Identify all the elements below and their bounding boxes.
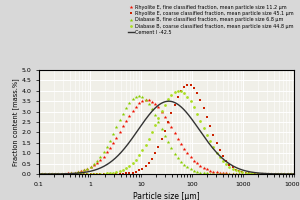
Diabase B, fine classified fraction, mean particle size 6.8 µm xyxy=(153,114,157,117)
Diabase B, fine classified fraction, mean particle size 6.8 µm xyxy=(192,170,196,172)
Rhyolite E, coarse classified fraction, mean particle size 45.1 µm xyxy=(186,83,189,86)
Cement I -42.5 xyxy=(135,131,139,133)
Diabase B, coarse classified fraction, mean particle size 44.8 µm xyxy=(195,112,199,115)
Line: Diabase B, coarse classified fraction, mean particle size 44.8 µm: Diabase B, coarse classified fraction, m… xyxy=(38,89,296,175)
Rhyolite E, fine classified fraction, mean particle size 11.2 µm xyxy=(266,173,270,175)
Cement I -42.5 xyxy=(66,172,70,175)
Diabase B, fine classified fraction, mean particle size 6.8 µm xyxy=(137,95,141,97)
Rhyolite E, fine classified fraction, mean particle size 11.2 µm xyxy=(205,168,208,171)
Diabase B, coarse classified fraction, mean particle size 44.8 µm xyxy=(215,151,218,154)
Diabase B, coarse classified fraction, mean particle size 44.8 µm xyxy=(150,131,154,133)
Diabase B, coarse classified fraction, mean particle size 44.8 µm xyxy=(292,173,296,175)
Rhyolite E, fine classified fraction, mean particle size 11.2 µm xyxy=(192,159,196,162)
Diabase B, fine classified fraction, mean particle size 6.8 µm xyxy=(215,173,218,175)
Rhyolite E, fine classified fraction, mean particle size 11.2 µm xyxy=(37,173,41,175)
Rhyolite E, coarse classified fraction, mean particle size 45.1 µm xyxy=(266,173,270,175)
Cement I -42.5 xyxy=(37,173,41,175)
Rhyolite E, coarse classified fraction, mean particle size 45.1 µm xyxy=(192,87,196,89)
X-axis label: Particle size [µm]: Particle size [µm] xyxy=(133,192,200,200)
Y-axis label: Fraction content [mass.%]: Fraction content [mass.%] xyxy=(12,78,19,166)
Rhyolite E, fine classified fraction, mean particle size 11.2 µm xyxy=(215,171,218,173)
Diabase B, coarse classified fraction, mean particle size 44.8 µm xyxy=(37,173,41,175)
Diabase B, fine classified fraction, mean particle size 6.8 µm xyxy=(266,173,270,175)
Cement I -42.5 xyxy=(81,171,85,174)
Rhyolite E, fine classified fraction, mean particle size 11.2 µm xyxy=(144,99,147,101)
Diabase B, coarse classified fraction, mean particle size 44.8 µm xyxy=(176,90,180,92)
Cement I -42.5 xyxy=(287,173,291,175)
Line: Rhyolite E, fine classified fraction, mean particle size 11.2 µm: Rhyolite E, fine classified fraction, me… xyxy=(37,98,296,176)
Rhyolite E, coarse classified fraction, mean particle size 45.1 µm xyxy=(292,173,296,175)
Rhyolite E, coarse classified fraction, mean particle size 45.1 µm xyxy=(37,173,41,175)
Diabase B, coarse classified fraction, mean particle size 44.8 µm xyxy=(192,106,196,108)
Line: Rhyolite E, coarse classified fraction, mean particle size 45.1 µm: Rhyolite E, coarse classified fraction, … xyxy=(38,83,296,175)
Line: Cement I -42.5: Cement I -42.5 xyxy=(39,101,294,174)
Diabase B, coarse classified fraction, mean particle size 44.8 µm xyxy=(266,173,270,175)
Rhyolite E, coarse classified fraction, mean particle size 45.1 µm xyxy=(205,116,208,118)
Rhyolite E, fine classified fraction, mean particle size 11.2 µm xyxy=(195,162,199,165)
Cement I -42.5 xyxy=(146,115,150,118)
Diabase B, coarse classified fraction, mean particle size 44.8 µm xyxy=(205,133,208,136)
Cement I -42.5 xyxy=(260,172,263,174)
Rhyolite E, fine classified fraction, mean particle size 11.2 µm xyxy=(153,103,157,105)
Line: Diabase B, fine classified fraction, mean particle size 6.8 µm: Diabase B, fine classified fraction, mea… xyxy=(37,94,296,176)
Rhyolite E, coarse classified fraction, mean particle size 45.1 µm xyxy=(150,157,154,160)
Legend: Rhyolite E, fine classified fraction, mean particle size 11.2 µm, Rhyolite E, co: Rhyolite E, fine classified fraction, me… xyxy=(127,4,295,35)
Diabase B, fine classified fraction, mean particle size 6.8 µm xyxy=(292,173,296,175)
Rhyolite E, coarse classified fraction, mean particle size 45.1 µm xyxy=(215,142,218,144)
Rhyolite E, coarse classified fraction, mean particle size 45.1 µm xyxy=(195,92,199,94)
Cement I -42.5 xyxy=(292,173,296,175)
Diabase B, fine classified fraction, mean particle size 6.8 µm xyxy=(195,171,199,173)
Rhyolite E, fine classified fraction, mean particle size 11.2 µm xyxy=(292,173,296,175)
Cement I -42.5 xyxy=(167,100,171,102)
Diabase B, fine classified fraction, mean particle size 6.8 µm xyxy=(205,172,208,175)
Diabase B, fine classified fraction, mean particle size 6.8 µm xyxy=(37,173,41,175)
